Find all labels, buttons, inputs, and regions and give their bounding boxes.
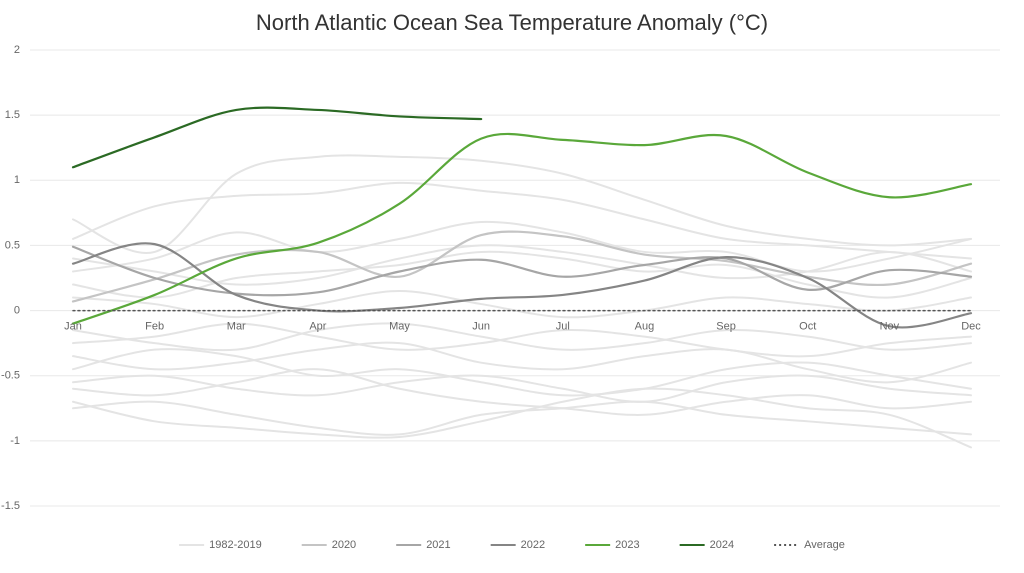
x-tick-label: Jul	[556, 320, 570, 332]
chart-title: North Atlantic Ocean Sea Temperature Ano…	[256, 10, 768, 35]
y-tick-label: -1.5	[1, 500, 20, 512]
background-line	[72, 181, 972, 260]
x-tick-label: Dec	[961, 320, 981, 332]
background-line	[72, 368, 972, 416]
series-line	[71, 245, 973, 297]
background-line	[72, 348, 972, 397]
y-tick-label: 1.5	[5, 109, 20, 121]
series-line	[71, 106, 483, 169]
y-tick-label: -1	[10, 435, 20, 447]
background-line	[72, 290, 972, 319]
x-tick-label: Aug	[635, 320, 655, 332]
legend-label: Average	[804, 539, 845, 551]
x-tick-label: Jun	[472, 320, 490, 332]
legend-label: 2024	[710, 539, 734, 551]
background-line	[72, 154, 972, 255]
x-tick-label: Sep	[716, 320, 736, 332]
y-tick-label: 1	[14, 174, 20, 186]
x-tick-label: Feb	[145, 320, 164, 332]
y-tick-label: 0	[14, 304, 20, 316]
legend-label: 2021	[426, 539, 450, 551]
y-tick-label: -0.5	[1, 370, 20, 382]
x-tick-label: Oct	[799, 320, 816, 332]
background-line	[72, 374, 972, 403]
background-line	[72, 341, 972, 384]
background-line	[72, 220, 972, 273]
legend-label: 2023	[615, 539, 639, 551]
background-line	[72, 387, 972, 449]
y-tick-label: 0.5	[5, 239, 20, 251]
background-line	[72, 250, 972, 299]
background-line	[72, 322, 972, 358]
series-line	[71, 230, 973, 303]
x-tick-label: Apr	[309, 320, 326, 332]
y-tick-label: 2	[14, 44, 20, 56]
series-line	[71, 132, 973, 325]
legend-label: 2022	[521, 539, 545, 551]
background-line	[72, 400, 972, 436]
x-tick-label: May	[389, 320, 410, 332]
series-line	[71, 242, 973, 329]
background-line	[72, 322, 972, 352]
x-tick-label: Nov	[880, 320, 900, 332]
background-line	[72, 244, 972, 286]
x-tick-label: Mar	[227, 320, 246, 332]
x-tick-label: Jan	[64, 320, 82, 332]
legend-label: 2020	[332, 539, 356, 551]
legend-label: 1982-2019	[209, 539, 262, 551]
